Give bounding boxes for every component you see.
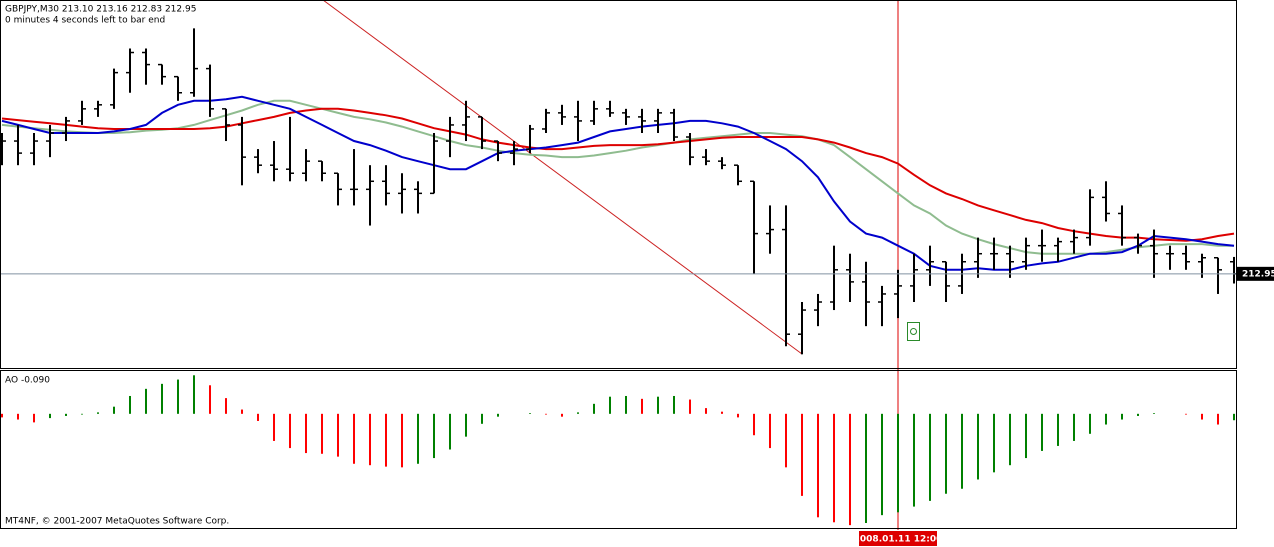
symbol-quote: GBPJPY,M30 213.10 213.16 212.83 212.95 [5, 5, 196, 15]
current-price-label: 212.95 [1242, 269, 1274, 279]
trendline[interactable] [322, 0, 803, 355]
ao-panel-border [0, 370, 1237, 529]
current-price-box [1237, 266, 1274, 281]
cursor-time-box [859, 531, 937, 546]
signal-icon-glyph [910, 328, 917, 335]
axis-layer: 212.95 [1237, 266, 1274, 281]
signal-icon[interactable] [907, 322, 920, 341]
marks [0, 28, 1238, 526]
cursor-time: 2008.01.11 12:00 [854, 535, 943, 545]
ao-title: AO -0.090 [5, 376, 50, 386]
moving-average [1, 99, 1234, 255]
copyright: MT4NF, © 2001-2007 MetaQuotes Software C… [5, 517, 229, 527]
moving-average [1, 95, 1235, 271]
moving-average [1, 107, 1235, 242]
main-panel-border [0, 0, 1237, 369]
countdown: 0 minutes 4 seconds left to bar end [5, 16, 165, 26]
